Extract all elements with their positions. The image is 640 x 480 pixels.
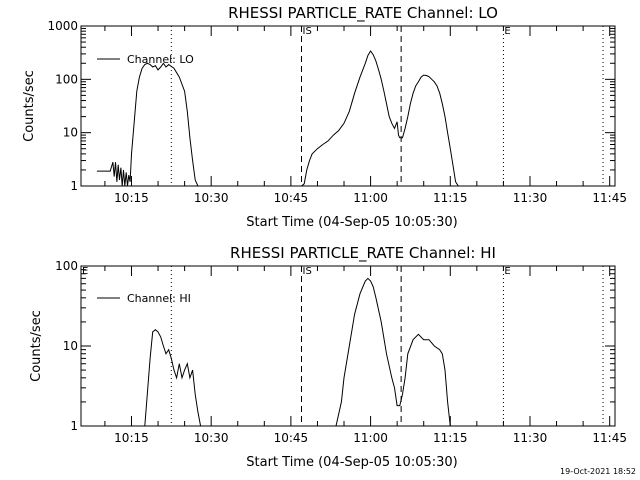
y-tick-label: 100 bbox=[55, 259, 78, 273]
event-markers: E IS E bbox=[82, 266, 604, 426]
plot-frame bbox=[80, 25, 616, 187]
series-line bbox=[96, 50, 459, 187]
event-marker-label: IS bbox=[303, 266, 312, 277]
legend: Channel: HI bbox=[97, 292, 191, 305]
y-tick-label: 100 bbox=[55, 72, 78, 86]
x-axis-label: Start Time (04-Sep-05 10:05:30) bbox=[246, 455, 457, 470]
event-marker-label: E bbox=[504, 26, 510, 37]
event-marker-label: E bbox=[82, 266, 88, 277]
y-axis-ticks: 1 10 100 bbox=[55, 259, 615, 433]
x-axis-ticks: 10:15 10:30 10:45 11:00 11:15 11:30 11:45 bbox=[104, 26, 627, 205]
chart-panel-lo: RHESSI PARTICLE_RATE Channel: LO IS E 1 10… bbox=[22, 4, 627, 230]
event-marker-label: IS bbox=[303, 26, 312, 37]
y-axis-label: Counts/sec bbox=[29, 310, 44, 382]
plot-frame bbox=[80, 265, 616, 427]
y-tick-label: 10 bbox=[63, 339, 78, 353]
footer-timestamp: 19-Oct-2021 18:52 bbox=[560, 467, 636, 476]
x-tick-label: 11:15 bbox=[433, 191, 468, 205]
legend-label-lo: Channel: LO bbox=[127, 53, 194, 66]
legend: Channel: LO bbox=[97, 53, 194, 66]
x-axis-ticks: 10:15 10:30 10:45 11:00 11:15 11:30 11:45 bbox=[104, 266, 627, 445]
x-tick-label: 10:45 bbox=[274, 191, 309, 205]
chart-title: RHESSI PARTICLE_RATE Channel: LO bbox=[228, 4, 498, 23]
x-tick-label: 10:30 bbox=[194, 191, 229, 205]
y-tick-label: 1 bbox=[70, 419, 78, 433]
event-marker-label: E bbox=[504, 266, 510, 277]
y-axis-label: Counts/sec bbox=[22, 70, 37, 142]
x-tick-label: 11:00 bbox=[353, 431, 388, 445]
x-axis-label: Start Time (04-Sep-05 10:05:30) bbox=[246, 215, 457, 230]
x-tick-label: 11:45 bbox=[592, 191, 627, 205]
x-tick-label: 10:15 bbox=[114, 431, 149, 445]
x-tick-label: 11:15 bbox=[433, 431, 468, 445]
series-line bbox=[144, 277, 451, 427]
y-tick-label: 1 bbox=[70, 179, 78, 193]
x-tick-label: 10:45 bbox=[274, 431, 309, 445]
y-tick-label: 10 bbox=[63, 126, 78, 140]
legend-label-hi: Channel: HI bbox=[127, 292, 191, 305]
series-layer bbox=[144, 277, 451, 427]
y-tick-label: 1000 bbox=[47, 19, 78, 33]
x-tick-label: 11:00 bbox=[353, 191, 388, 205]
x-tick-label: 10:30 bbox=[194, 431, 229, 445]
series-layer bbox=[96, 50, 459, 187]
chart-title: RHESSI PARTICLE_RATE Channel: HI bbox=[230, 244, 496, 263]
x-tick-label: 10:15 bbox=[114, 191, 149, 205]
x-tick-label: 11:30 bbox=[513, 431, 548, 445]
event-markers: IS E bbox=[170, 26, 604, 186]
chart-panel-hi: RHESSI PARTICLE_RATE Channel: HI E IS E 11… bbox=[29, 244, 627, 470]
y-axis-ticks: 1 10 100 1000 bbox=[47, 19, 615, 193]
x-tick-label: 11:30 bbox=[513, 191, 548, 205]
x-tick-label: 11:45 bbox=[592, 431, 627, 445]
